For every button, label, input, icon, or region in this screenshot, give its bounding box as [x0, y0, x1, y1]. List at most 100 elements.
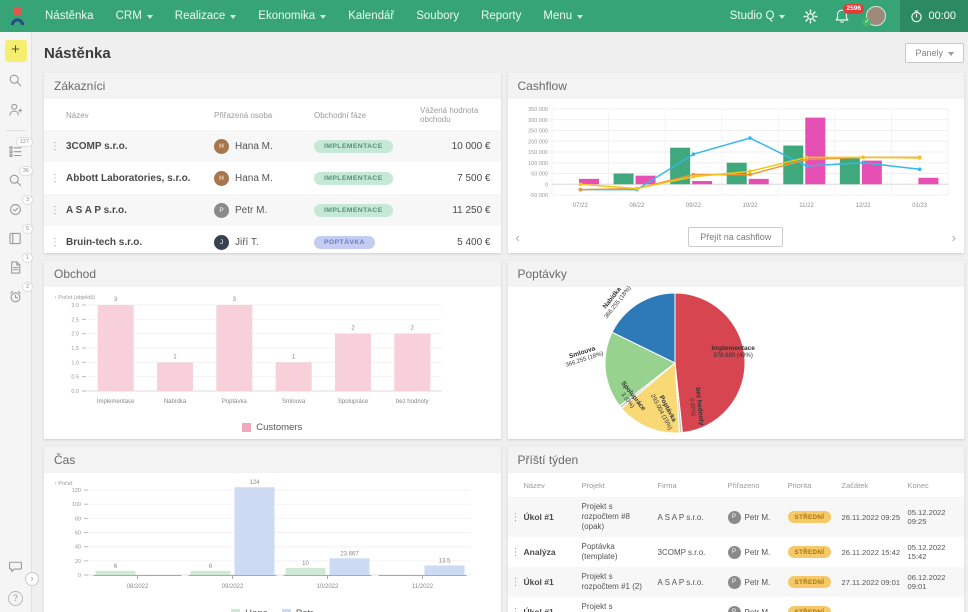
row-menu-icon[interactable]: ⋮ — [510, 511, 521, 523]
obchod-bar-chart: ↑ Počet (objektů) 0.0 0.5 1.0 1.5 2.0 2.5 3.0 3 I… — [54, 294, 442, 405]
nav-item-label: Nástěnka — [45, 10, 94, 22]
sidebar-item-reminders[interactable]: 2 — [6, 282, 33, 306]
chevron-down-icon — [146, 15, 153, 19]
assigned-person: H Hana M. — [214, 138, 314, 154]
search-button[interactable] — [6, 70, 26, 90]
nav-item-3[interactable]: Ekonomika — [247, 0, 337, 32]
legend-item[interactable]: Petr — [281, 608, 313, 612]
task-project: Poptávka (template) — [581, 542, 618, 561]
assigned-person: P Petr M. — [214, 202, 314, 218]
avatar: P — [727, 605, 741, 612]
customer-row[interactable]: ⋮ A S A P s.r.o. P Petr M. IMPLEMENTACE 11 25… — [44, 194, 501, 226]
chevron-down-icon — [577, 15, 584, 19]
avatar: P — [727, 510, 741, 524]
svg-text:↑ Počet (objektů): ↑ Počet (objektů) — [54, 294, 95, 301]
sidebar-item-tasks[interactable]: 127 — [6, 137, 33, 161]
quick-add-button[interactable]: + — [4, 40, 27, 62]
workspace-switcher[interactable]: Studio Q — [720, 10, 796, 22]
svg-text:12/22: 12/22 — [855, 203, 871, 209]
row-menu-icon[interactable]: ⋮ — [50, 236, 60, 248]
row-menu-icon[interactable]: ⋮ — [510, 606, 521, 612]
user-add-icon — [9, 103, 23, 116]
notifications-button[interactable]: 2596 — [826, 0, 865, 32]
panel-cashflow: Cashflow 350 000 300 000 250 000 200 000 150… — [507, 73, 964, 253]
chevron-down-icon — [230, 15, 237, 19]
svg-text:6: 6 — [114, 564, 118, 570]
panels-button[interactable]: Panely — [905, 43, 964, 63]
nav-item-2[interactable]: Realizace — [164, 0, 248, 32]
pie-slice-label: bez hodnoty 0 (0%) — [687, 386, 705, 426]
customer-name: Abbott Laboratories, s.r.o. — [66, 172, 191, 184]
priority-badge: STŘEDNÍ — [787, 546, 832, 558]
row-menu-icon[interactable]: ⋮ — [50, 140, 60, 152]
nav-item-1[interactable]: CRM — [105, 0, 164, 32]
next-week-row[interactable]: ⋮ Analýza Poptávka (template) 3COMP s.r.o. P… — [508, 537, 965, 567]
nav-item-label: Menu — [543, 10, 573, 22]
svg-text:11/2022: 11/2022 — [412, 584, 434, 590]
nav-item-label: Realizace — [174, 10, 226, 22]
sidebar-item-approvals[interactable]: 3 — [6, 195, 33, 219]
nav-item-7[interactable]: Menu — [532, 0, 594, 32]
svg-text:100 000: 100 000 — [528, 161, 548, 167]
svg-text:300 000: 300 000 — [528, 118, 548, 124]
add-contact-button[interactable] — [6, 99, 26, 119]
approvals-count-badge: 3 — [22, 195, 33, 206]
svg-text:1.5: 1.5 — [71, 346, 79, 352]
task-assignee: P Petr M. — [727, 605, 788, 612]
sidebar-item-documents[interactable]: 1 — [6, 253, 33, 277]
svg-text:120: 120 — [72, 488, 81, 494]
help-button[interactable]: ? — [8, 591, 23, 606]
row-menu-icon[interactable]: ⋮ — [510, 576, 521, 588]
svg-text:10: 10 — [302, 561, 309, 567]
task-name: Úkol #1 — [523, 512, 554, 522]
svg-text:Nabídka: Nabídka — [164, 399, 187, 405]
cashflow-prev-icon[interactable]: ‹ — [515, 229, 520, 245]
legend-item[interactable]: Customers — [242, 422, 302, 433]
nav-item-6[interactable]: Reporty — [470, 0, 532, 32]
nav-item-5[interactable]: Soubory — [405, 0, 470, 32]
pie-slice-label: Implementace 978.680 (49%) — [711, 345, 755, 360]
sidebar-expand-button[interactable]: › — [25, 572, 39, 586]
search-icon — [9, 74, 22, 86]
svg-text:Poptávka: Poptávka — [222, 399, 248, 405]
phase-badge: IMPLEMENTACE — [314, 139, 393, 153]
row-menu-icon[interactable]: ⋮ — [510, 546, 521, 558]
customer-row[interactable]: ⋮ Abbott Laboratories, s.r.o. H Hana M. IMPL… — [44, 162, 501, 194]
row-menu-icon[interactable]: ⋮ — [50, 204, 60, 216]
legend-item[interactable]: Hana — [231, 608, 268, 612]
nav-item-4[interactable]: Kalendář — [337, 0, 405, 32]
sidebar-item-projects[interactable]: 5 — [6, 224, 33, 248]
svg-text:Implementace: Implementace — [97, 399, 135, 405]
deal-value: 10 000 € — [451, 140, 491, 152]
task-company: A S A P s.r.o. — [657, 512, 704, 522]
chevron-down-icon — [320, 15, 327, 19]
next-week-row[interactable]: ⋮ Úkol #1 Projekt s rozpočtem #1 (2) A S A … — [507, 567, 964, 597]
timer-value: 00:00 — [928, 10, 956, 22]
user-menu[interactable]: ✓ — [858, 0, 894, 32]
customer-row[interactable]: ⋮ 3COMP s.r.o. H Hana M. IMPLEMENTACE 10 000 … — [44, 130, 501, 162]
task-end: 05.12.2022 09:25 — [907, 508, 946, 526]
settings-button[interactable] — [795, 0, 826, 32]
chat-button[interactable] — [6, 556, 26, 576]
nav-item-0[interactable]: Nástěnka — [34, 0, 105, 32]
documents-count-badge: 1 — [22, 253, 33, 264]
main-menu: Nástěnka CRM Realizace Ekonomika Kalendář Sou… — [34, 0, 594, 32]
svg-text:60: 60 — [75, 531, 81, 537]
svg-text:124: 124 — [249, 480, 260, 486]
customer-row[interactable]: ⋮ Bruin-tech s.r.o. J Jiří T. POPTÁVKA 5 400 … — [44, 226, 501, 253]
panel-cas-title: Čas — [44, 447, 501, 473]
status-check-icon: ✓ — [862, 18, 872, 27]
goto-cashflow-button[interactable]: Přejít na cashflow — [688, 227, 784, 247]
cashflow-next-icon[interactable]: › — [951, 229, 956, 245]
svg-text:Spolupráce: Spolupráce — [338, 399, 369, 405]
time-tracker[interactable]: 00:00 — [900, 0, 968, 32]
sidebar-item-leads[interactable]: 36 — [6, 166, 33, 190]
app-logo[interactable] — [0, 5, 34, 27]
svg-text:50 000: 50 000 — [531, 172, 548, 178]
phase-cell: IMPLEMENTACE — [314, 139, 420, 153]
next-week-row[interactable]: ⋮ Úkol #1 Projekt s rozpočtem #8 (opak) A S… — [507, 497, 964, 537]
row-menu-icon[interactable]: ⋮ — [50, 172, 60, 184]
person-name: Petr M. — [235, 204, 268, 216]
svg-text:20: 20 — [75, 559, 81, 565]
